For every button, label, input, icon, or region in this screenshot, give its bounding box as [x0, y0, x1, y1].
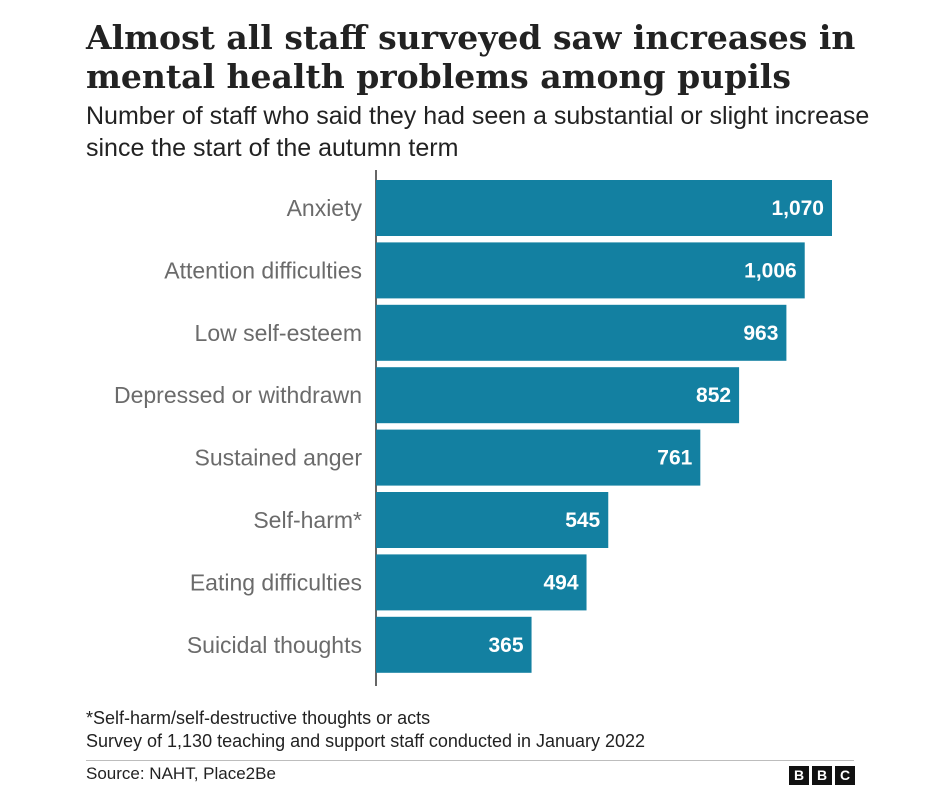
value-label: 494	[543, 571, 578, 594]
bar	[376, 554, 587, 611]
category-label: Depressed or withdrawn	[114, 382, 362, 408]
bar	[376, 616, 532, 673]
bar	[376, 242, 805, 299]
category-label: Low self-esteem	[195, 320, 362, 346]
source-credit: Source: NAHT, Place2Be	[86, 764, 276, 783]
bbc-logo: B B C	[789, 766, 855, 785]
value-label: 852	[696, 384, 731, 407]
category-label: Eating difficulties	[190, 569, 362, 595]
value-label: 365	[489, 634, 524, 657]
value-label: 963	[743, 322, 778, 345]
bar	[376, 367, 740, 424]
category-label: Attention difficulties	[164, 257, 362, 283]
footnote-survey: Survey of 1,130 teaching and support sta…	[86, 731, 646, 751]
category-label: Sustained anger	[194, 445, 362, 471]
bar	[376, 492, 609, 548]
bbc-logo-letter: C	[835, 766, 855, 785]
chart-subtitle: Number of staff who said they had seen a…	[86, 102, 870, 162]
bbc-logo-letter: B	[812, 766, 832, 785]
value-label: 1,006	[744, 259, 797, 282]
category-label: Anxiety	[287, 195, 363, 221]
bbc-logo-letter: B	[789, 766, 809, 785]
value-label: 761	[657, 447, 692, 470]
bar	[376, 429, 701, 486]
category-label: Self-harm*	[253, 507, 362, 533]
footer-divider	[86, 760, 854, 761]
bar-chart: Anxiety 1,070 Attention difficulties 1,006 L…	[114, 170, 832, 686]
value-label: 545	[565, 509, 600, 532]
footnote-self-harm: *Self-harm/self-destructive thoughts or …	[86, 708, 431, 728]
bar	[376, 304, 787, 361]
category-label: Suicidal thoughts	[187, 632, 362, 658]
value-label: 1,070	[771, 197, 824, 220]
bar	[376, 180, 832, 236]
chart-title: Almost all staff surveyed saw increases …	[86, 18, 856, 96]
